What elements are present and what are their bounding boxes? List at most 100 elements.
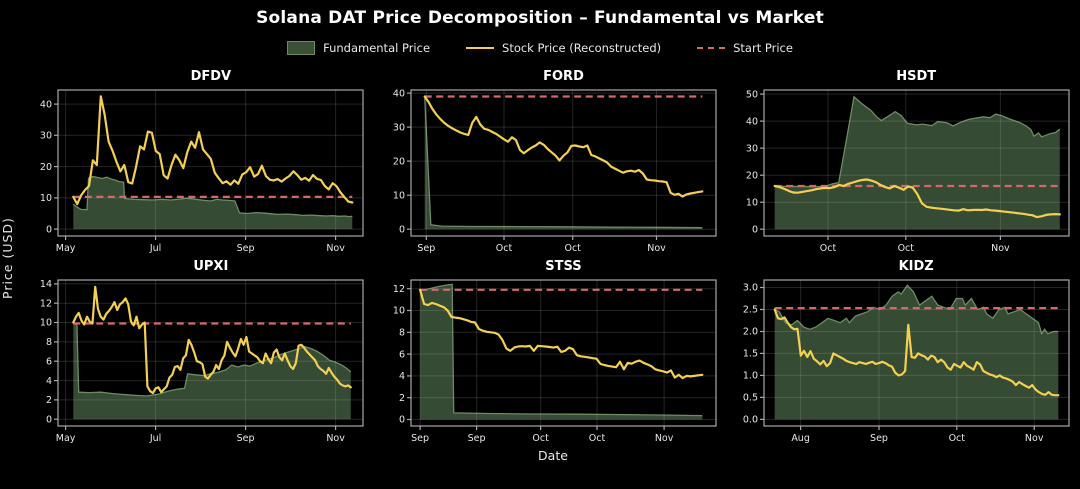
ytick-label: 2 [399,393,405,404]
charts-grid: DFDV 0 10 20 30 40 May Jul Sep Nov FORD 0 10 20 30 40 Se… [26,69,1076,447]
axes-spines [410,89,717,237]
axes-spines [763,89,1070,237]
fundamental-area [73,176,353,230]
chart-canvas-hsdt: 0 10 20 30 40 50 Oct Oct Nov [746,89,1070,254]
stock-price-line [773,308,1060,397]
stock-price-line [423,95,704,198]
fundamental-edge [774,284,1058,336]
subplot-title: DFDV [190,69,232,84]
fundamental-area [774,96,1060,230]
subplot-stss: STSS 0 2 4 6 8 10 12 Sep Sep Oct Oct Nov [379,259,724,447]
ytick-label: 8 [399,328,405,339]
xtick-label: Nov [655,433,674,444]
xtick-label: Sep [411,433,429,444]
fundamental-area [73,322,352,420]
chart-canvas-ford: 0 10 20 30 40 Sep Oct Oct Nov [393,88,717,254]
chart-canvas-stss: 0 2 4 6 8 10 12 Sep Sep Oct Oct Nov [393,279,717,444]
ytick-label: 30 [40,131,52,142]
legend-item-start: Start Price [697,41,793,55]
ytick-label: 12 [40,298,52,309]
stock-price-line-icon [466,47,495,49]
legend-label-stock: Stock Price (Reconstructed) [502,41,662,55]
ytick-label: 4 [399,371,405,382]
xtick-label: Oct [589,433,606,444]
chart-canvas-upxi: 0 2 4 6 8 10 12 14 May Jul Sep Nov [40,279,364,444]
ytick-label: 6 [46,356,52,367]
ytick-label: 10 [393,190,405,201]
ytick-label: 30 [393,122,405,133]
ytick-label: 40 [746,116,758,127]
stock-price-line [773,178,1061,219]
ytick-label: 1.0 [743,371,758,382]
fundamental-edge [774,95,1060,188]
xtick-label: Sep [417,243,435,254]
stock-price-line [72,95,354,206]
xtick-label: Aug [791,433,810,444]
fundamental-edge [424,96,703,229]
stock-price-line [72,285,353,395]
y-axis-label: Price (USD) [0,217,15,299]
ytick-label: 6 [399,349,405,360]
ytick-label: 20 [746,170,758,181]
stock-price-line [418,288,704,380]
xtick-label: Sep [237,243,255,254]
start-price-dash-icon [697,47,726,49]
xtick-label: Oct [532,433,549,444]
chart-canvas-dfdv: 0 10 20 30 40 May Jul Sep Nov [40,89,364,254]
xtick-label: Nov [1025,433,1044,444]
ytick-label: 20 [393,156,405,167]
xtick-label: Sep [870,433,888,444]
subplot-hsdt: HSDT 0 10 20 30 40 50 Oct Oct Nov [731,69,1076,257]
xtick-label: Jul [149,243,161,254]
chart-canvas-kidz: 0.0 0.5 1.0 1.5 2.0 2.5 3.0 Aug Sep Oct Nov [743,279,1070,444]
subplot-kidz: KIDZ 0.0 0.5 1.0 1.5 2.0 2.5 3.0 Aug Sep Oct Nov [731,259,1076,447]
legend: Fundamental Price Stock Price (Reconstru… [0,39,1080,57]
ytick-label: 40 [393,88,405,99]
xtick-label: Sep [468,433,486,444]
ytick-label: 8 [46,337,52,348]
charts-area: Price (USD) DFDV 0 10 20 30 40 May Jul Sep Nov FOR… [0,69,1080,447]
xtick-label: Nov [991,243,1010,254]
ytick-label: 40 [40,99,52,110]
ytick-label: 0 [399,224,405,235]
ytick-label: 0 [399,415,405,426]
axes-spines [57,89,364,237]
fundamental-edge [419,283,703,417]
subplot-title: HSDT [896,69,937,84]
subplot-title: UPXI [193,259,229,274]
subplot-ford: FORD 0 10 20 30 40 Sep Oct Oct Nov [379,69,724,257]
xtick-label: Oct [897,243,914,254]
fundamental-price-swatch-icon [287,41,316,55]
ytick-label: 4 [46,376,52,387]
ytick-label: 30 [746,143,758,154]
ytick-label: 1.5 [743,349,758,360]
fundamental-edge [73,175,353,218]
ytick-label: 0 [46,414,52,425]
fundamental-area [424,96,703,230]
axes-spines [57,279,364,427]
subplot-title: FORD [543,69,584,84]
xtick-label: Oct [496,243,513,254]
ytick-label: 12 [393,284,405,295]
ytick-label: 10 [746,197,758,208]
ytick-label: 50 [746,89,758,100]
fundamental-area [774,285,1058,420]
ytick-label: 3.0 [743,283,758,294]
ytick-label: 2.0 [743,327,758,338]
xtick-label: Oct [948,433,965,444]
figure: Solana DAT Price Decomposition – Fundame… [0,8,1080,489]
xtick-label: Nov [647,243,666,254]
legend-label-fundamental: Fundamental Price [323,41,431,55]
xtick-label: May [56,243,76,254]
ytick-label: 0.0 [743,415,758,426]
xtick-label: Jul [149,433,161,444]
fundamental-edge [73,321,352,397]
subplot-title: STSS [545,259,582,274]
ytick-label: 10 [40,318,52,329]
legend-item-stock: Stock Price (Reconstructed) [466,41,661,55]
ytick-label: 0 [46,224,52,235]
ytick-label: 20 [40,162,52,173]
xtick-label: Oct [564,243,581,254]
legend-item-fundamental: Fundamental Price [287,41,430,55]
ytick-label: 2.5 [743,305,758,316]
